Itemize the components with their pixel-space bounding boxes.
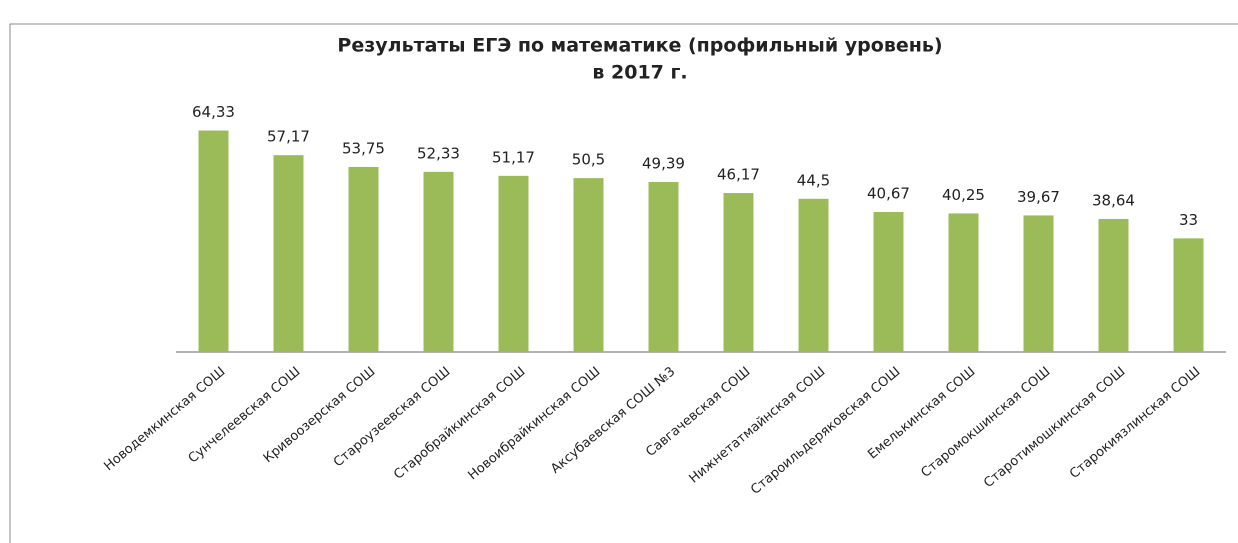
x-tick-label: Новодемкинская СОШ: [101, 364, 228, 474]
data-label: 38,64: [1092, 191, 1135, 209]
chart-title: в 2017 г.: [592, 62, 687, 84]
bar: [648, 181, 679, 352]
bar: [573, 178, 604, 352]
bar: [1173, 238, 1204, 352]
bar: [873, 211, 904, 352]
bar: [1098, 218, 1129, 352]
chart-frame: [9, 23, 1238, 543]
data-label: 49,39: [642, 154, 685, 172]
x-tick-label: Старотимошкинская СОШ: [981, 364, 1128, 491]
bar: [423, 171, 454, 352]
x-tick-label: Нижнетатмайнская СОШ: [687, 364, 829, 486]
bar: [273, 155, 304, 352]
x-tick-label: Староильдеряковская СОШ: [748, 364, 903, 498]
data-label: 53,75: [342, 139, 385, 157]
data-label: 44,5: [797, 171, 830, 189]
x-tick-label: Старобрайкинская СОШ: [391, 364, 528, 482]
x-tick-label: Старомокшинская СОШ: [918, 364, 1053, 481]
bar: [948, 213, 979, 352]
data-label: 33: [1179, 211, 1198, 229]
x-tick-label: Аксубаевская СОШ №3: [548, 364, 678, 477]
data-label: 52,33: [417, 144, 460, 162]
data-label: 46,17: [717, 166, 760, 184]
data-label: 64,33: [192, 103, 235, 121]
bar: [498, 175, 529, 352]
chart-title: Результаты ЕГЭ по математике (профильный…: [337, 35, 942, 57]
data-label: 50,5: [572, 151, 605, 169]
data-label: 51,17: [492, 148, 535, 166]
bar: [723, 193, 754, 352]
bar: [1023, 215, 1054, 352]
x-tick-label: Старокиязлинская СОШ: [1067, 364, 1203, 482]
bar: [198, 130, 229, 352]
bar: [348, 166, 379, 352]
data-label: 40,67: [867, 184, 910, 202]
bar: [798, 198, 829, 352]
data-label: 57,17: [267, 128, 310, 146]
data-label: 40,25: [942, 186, 985, 204]
x-tick-label: Новоибрайкинская СОШ: [465, 364, 603, 483]
data-label: 39,67: [1017, 188, 1060, 206]
